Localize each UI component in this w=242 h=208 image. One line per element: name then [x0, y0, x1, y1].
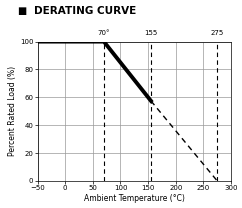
Text: 70°: 70° [98, 30, 110, 36]
Text: 275: 275 [211, 30, 224, 36]
Text: DERATING CURVE: DERATING CURVE [34, 6, 136, 16]
Y-axis label: Percent Rated Load (%): Percent Rated Load (%) [8, 66, 17, 156]
X-axis label: Ambient Temperature (°C): Ambient Temperature (°C) [84, 194, 185, 203]
Text: ■: ■ [17, 6, 26, 16]
Text: 155: 155 [144, 30, 158, 36]
